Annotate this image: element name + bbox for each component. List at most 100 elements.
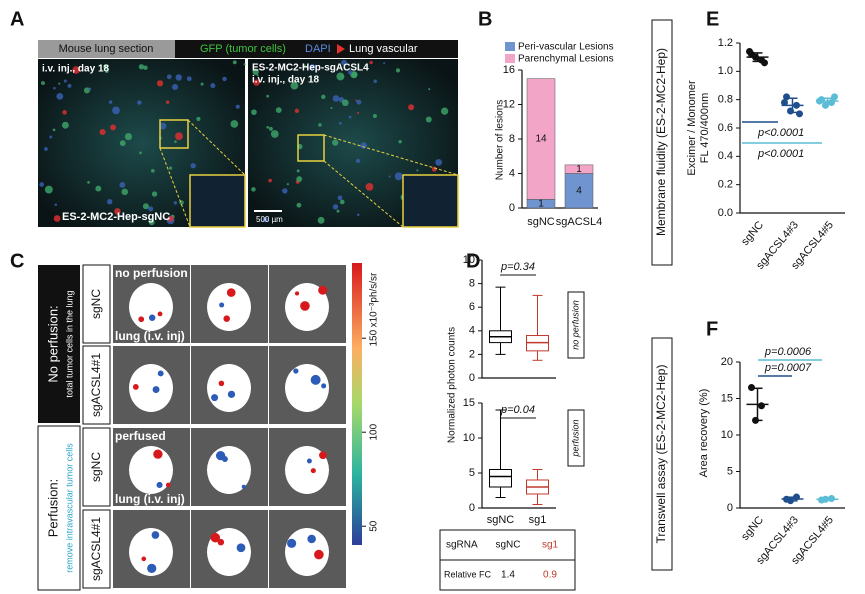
- cell-cluster: [139, 151, 142, 155]
- cell-cluster: [52, 128, 56, 132]
- cell-cluster: [356, 99, 362, 105]
- table-cell: sgRNA: [446, 540, 478, 551]
- data-point: [758, 402, 765, 410]
- cell-cluster: [309, 63, 316, 70]
- colorbar-tick-label: 50: [369, 520, 380, 532]
- y-tick-label: 15: [721, 392, 733, 404]
- bar-segment: [526, 78, 556, 200]
- cell-cluster: [196, 116, 201, 122]
- panel-label: B: [478, 8, 492, 30]
- x-tick-label: sg1: [529, 514, 547, 526]
- signal: [152, 386, 160, 394]
- data-point: [831, 93, 838, 101]
- panel-label: A: [10, 8, 24, 30]
- cell-cluster: [44, 147, 48, 151]
- row-label: sgACSL4#1: [89, 517, 103, 581]
- cell-cluster: [142, 203, 149, 210]
- cell-cluster: [425, 116, 432, 123]
- cell-cluster: [41, 81, 45, 86]
- zoom-box: [159, 119, 189, 149]
- group-subtitle: remove intravascular tumor cells: [64, 443, 74, 573]
- cell-cluster: [49, 135, 53, 139]
- axis: [481, 260, 556, 379]
- cell-cluster: [268, 126, 273, 131]
- signal: [210, 532, 221, 543]
- signal: [151, 531, 160, 539]
- bar-segment: [564, 173, 594, 209]
- cell-cluster: [190, 163, 196, 169]
- y-tick-label: 8: [509, 133, 515, 145]
- group-box: [38, 265, 80, 423]
- scale-label: 500 µm: [256, 215, 283, 224]
- y-axis-label: Area recovery (%): [698, 389, 710, 478]
- y-tick-label: 10: [721, 429, 733, 441]
- cell-cluster: [173, 201, 178, 205]
- cell-cluster: [296, 169, 300, 173]
- y-tick-label: 4: [469, 325, 475, 337]
- cell-cluster: [332, 95, 340, 102]
- cell-cluster: [200, 82, 204, 86]
- p-value: p=0.0007: [764, 362, 812, 374]
- lung: [285, 446, 329, 494]
- cell-cluster: [337, 195, 343, 201]
- y-tick-label: 0.4: [718, 150, 733, 162]
- cell-cluster: [63, 79, 67, 83]
- data-label: 14: [535, 134, 547, 145]
- colorbar-unit: x10⁻³ph/s/sr: [369, 272, 380, 327]
- cell-cluster: [159, 122, 167, 130]
- cell-cluster: [93, 215, 96, 218]
- cell-cluster: [338, 121, 342, 125]
- cell-cluster: [121, 188, 129, 196]
- cell-cluster: [112, 106, 120, 115]
- cell-cluster: [151, 191, 158, 197]
- cell-cluster: [62, 110, 67, 115]
- cell-cluster: [251, 187, 256, 192]
- cell-cluster: [355, 158, 361, 163]
- cell-cluster: [175, 74, 182, 81]
- cell-cluster: [168, 166, 173, 170]
- cell-cluster: [440, 107, 449, 115]
- y-tick-label: 5: [469, 467, 475, 479]
- cell-cluster: [253, 79, 260, 86]
- y-tick-label: 2: [469, 348, 475, 360]
- colorbar: [352, 263, 362, 545]
- panel-label: D: [466, 250, 480, 272]
- cell-cluster: [175, 132, 183, 141]
- cell-cluster: [54, 203, 58, 206]
- y-axis-label: FL 470/400nm: [699, 93, 711, 164]
- signal: [236, 543, 246, 553]
- signal: [157, 370, 164, 377]
- cell-cluster: [318, 123, 322, 127]
- ivis-images: sgNC sgACSL4#1 sgNC sgACSL4#1 no perfusion lu…: [82, 264, 346, 589]
- zoom-inset: [189, 174, 246, 228]
- colorbar-tick-label: 100: [369, 423, 380, 440]
- y-tick-label: 5: [727, 465, 733, 477]
- signal: [294, 291, 300, 296]
- y-tick-label: 4: [509, 167, 515, 179]
- data-label: 4: [576, 185, 582, 196]
- y-tick-label: 10: [463, 254, 475, 266]
- row-box: [82, 264, 111, 344]
- y-axis-label: Normalized photon counts: [447, 327, 458, 443]
- header-box: [175, 40, 458, 58]
- cell-cluster: [428, 88, 431, 91]
- zoom-box: [297, 134, 325, 162]
- y-tick-label: 1.0: [718, 65, 733, 77]
- cell-cluster: [339, 199, 345, 205]
- panel-title: Membrane fluidity (ES-2-MC2-Hep): [654, 48, 668, 236]
- p-value: p<0.0001: [757, 127, 804, 139]
- signal: [226, 288, 236, 297]
- cell-cluster: [186, 76, 192, 82]
- signal: [293, 368, 299, 374]
- lung: [129, 528, 173, 576]
- cell-cluster: [360, 142, 367, 149]
- group-box: [37, 425, 81, 591]
- cell-cluster: [243, 63, 246, 66]
- cell-cluster: [156, 80, 164, 87]
- x-tick-label: sgNC: [739, 514, 766, 543]
- cell-cluster: [373, 79, 378, 84]
- y-tick-label: 0: [469, 502, 475, 514]
- data-point: [796, 110, 803, 118]
- cell-cluster: [56, 92, 64, 100]
